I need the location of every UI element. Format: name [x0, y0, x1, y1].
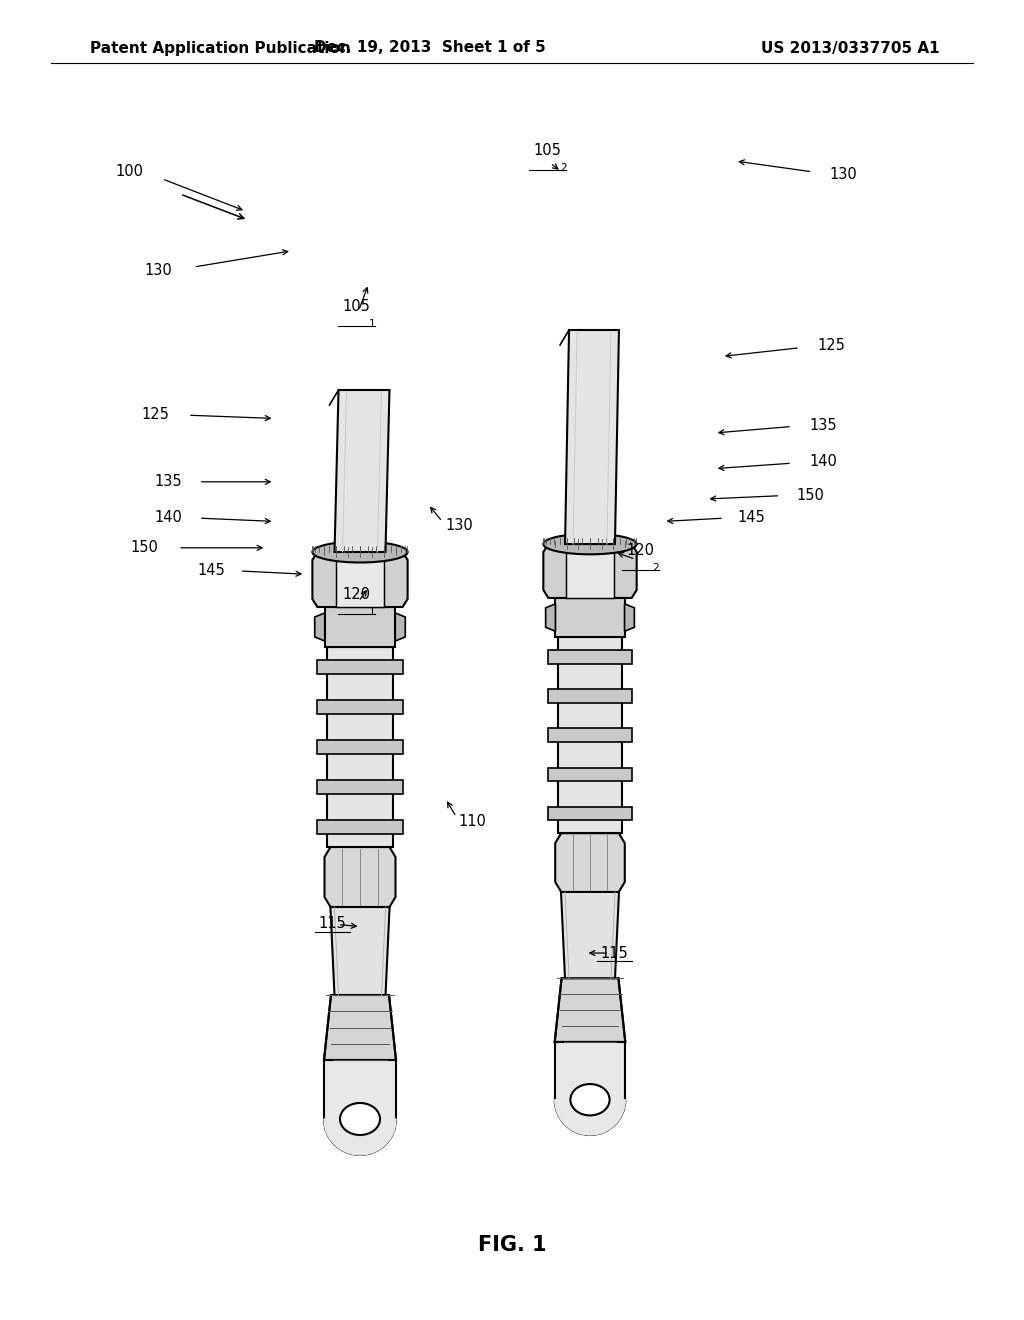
Text: 130: 130	[445, 517, 473, 533]
Text: 145: 145	[198, 562, 225, 578]
Polygon shape	[317, 780, 402, 795]
Polygon shape	[548, 649, 632, 664]
Text: 1: 1	[369, 319, 375, 329]
Polygon shape	[335, 389, 389, 552]
Polygon shape	[548, 767, 632, 781]
Text: 130: 130	[144, 263, 172, 279]
Text: 120: 120	[342, 586, 371, 602]
Polygon shape	[324, 995, 396, 1060]
Text: 110: 110	[459, 813, 486, 829]
Polygon shape	[546, 603, 555, 631]
Polygon shape	[317, 700, 402, 714]
Text: 125: 125	[817, 338, 845, 354]
Text: US 2013/0337705 A1: US 2013/0337705 A1	[762, 41, 940, 55]
Ellipse shape	[544, 533, 637, 554]
Text: 2: 2	[652, 564, 658, 573]
Polygon shape	[325, 607, 395, 647]
Text: 115: 115	[600, 945, 629, 961]
Text: 105: 105	[534, 143, 562, 158]
Text: 1: 1	[369, 607, 375, 616]
Polygon shape	[566, 544, 614, 598]
Polygon shape	[548, 689, 632, 702]
Text: 120: 120	[626, 543, 654, 558]
Text: 2: 2	[560, 164, 566, 173]
Text: 135: 135	[155, 474, 182, 490]
Text: 100: 100	[116, 164, 143, 180]
Polygon shape	[317, 741, 402, 754]
Polygon shape	[317, 820, 402, 834]
Polygon shape	[312, 552, 408, 607]
Polygon shape	[555, 1100, 626, 1135]
Text: 115: 115	[318, 916, 347, 932]
Text: Dec. 19, 2013  Sheet 1 of 5: Dec. 19, 2013 Sheet 1 of 5	[314, 41, 546, 55]
Polygon shape	[314, 612, 325, 642]
Polygon shape	[548, 729, 632, 742]
Polygon shape	[331, 907, 389, 995]
Text: 150: 150	[131, 540, 159, 556]
Polygon shape	[324, 1060, 396, 1119]
Polygon shape	[561, 892, 618, 978]
Ellipse shape	[340, 1104, 380, 1135]
Text: 105: 105	[342, 298, 371, 314]
Polygon shape	[336, 552, 384, 607]
Polygon shape	[555, 833, 625, 892]
Polygon shape	[555, 598, 625, 638]
Text: 145: 145	[737, 510, 765, 525]
Polygon shape	[565, 330, 618, 544]
Polygon shape	[555, 1041, 626, 1100]
Polygon shape	[328, 647, 392, 847]
Polygon shape	[544, 544, 637, 598]
Polygon shape	[558, 638, 622, 833]
Text: 140: 140	[809, 454, 837, 470]
Polygon shape	[548, 807, 632, 821]
Polygon shape	[317, 660, 402, 675]
Polygon shape	[324, 1119, 396, 1155]
Ellipse shape	[570, 1084, 609, 1115]
Text: FIG. 1: FIG. 1	[477, 1236, 547, 1255]
Polygon shape	[555, 978, 626, 1041]
Text: 135: 135	[809, 417, 837, 433]
Text: 130: 130	[829, 166, 857, 182]
Text: 125: 125	[141, 407, 169, 422]
Text: Patent Application Publication: Patent Application Publication	[90, 41, 351, 55]
Polygon shape	[395, 612, 406, 642]
Polygon shape	[325, 847, 395, 907]
Text: 140: 140	[155, 510, 182, 525]
Text: 150: 150	[797, 487, 824, 503]
Ellipse shape	[312, 541, 408, 562]
Polygon shape	[625, 603, 634, 631]
